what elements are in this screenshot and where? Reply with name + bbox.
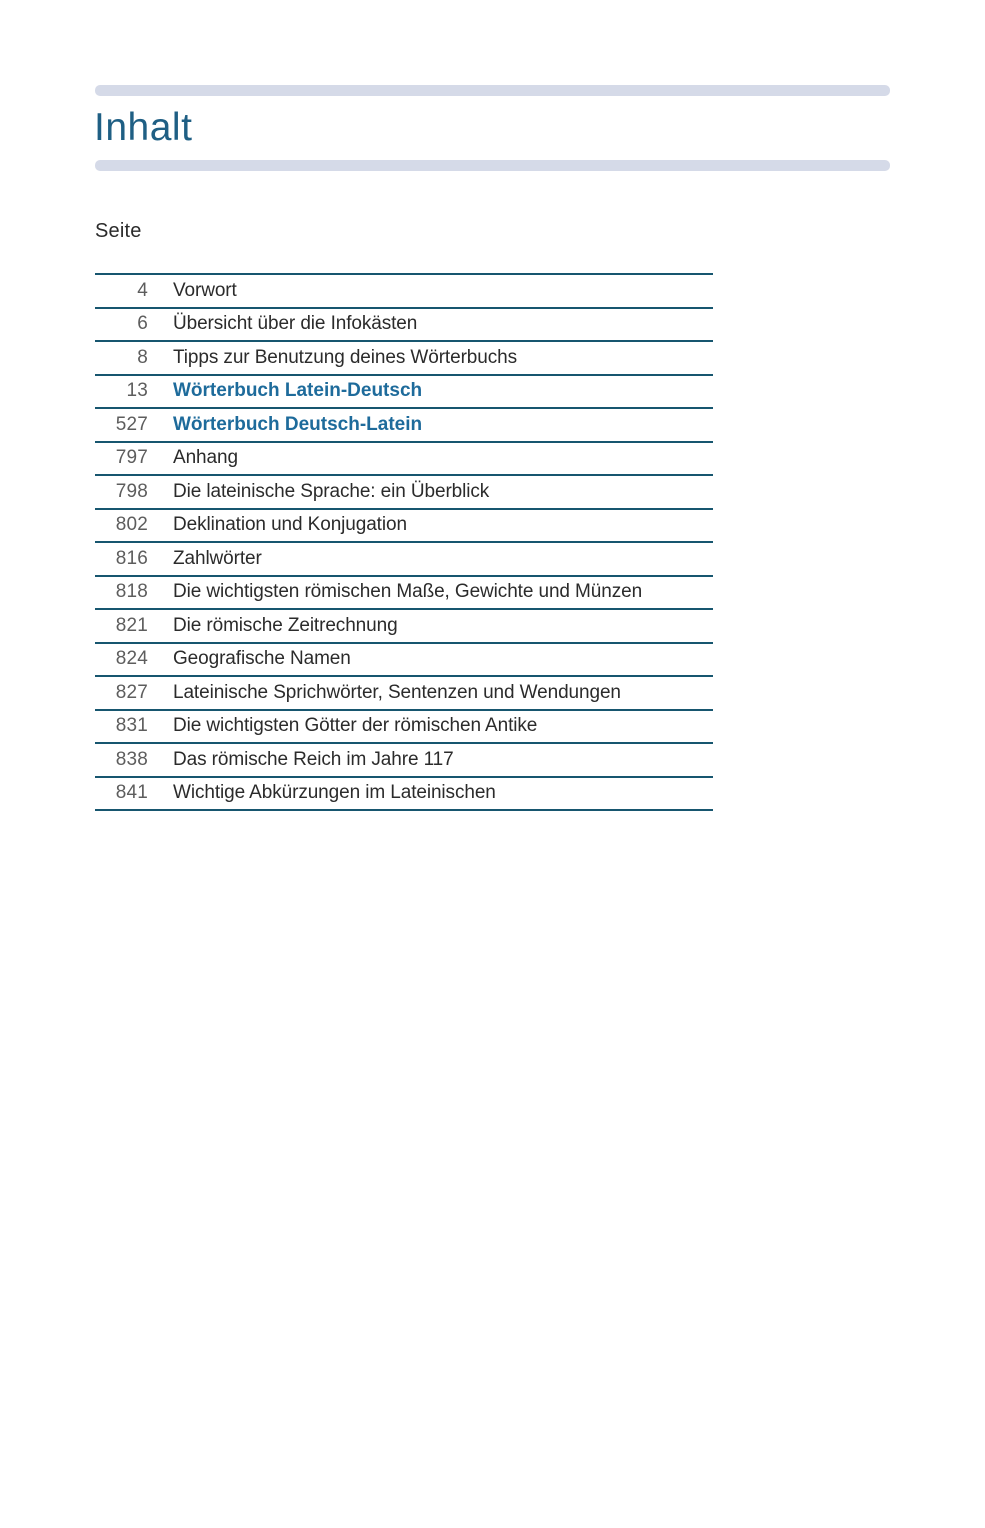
toc-page-number: 818: [115, 581, 148, 603]
toc-row: 8 Tipps zur Benutzung deines Wörterbuchs: [95, 340, 713, 374]
toc-page-number: 838: [115, 748, 148, 770]
toc-row: 824 Geografische Namen: [95, 641, 713, 676]
toc-row: 798 Die lateinische Sprache: ein Überblic…: [95, 474, 713, 508]
toc-entry-label: Die lateinische Sprache: ein Überblick: [173, 480, 490, 502]
toc-row: 821 Die römische Zeitrechnung: [95, 608, 713, 642]
toc-entry-label: Zahlwörter: [173, 547, 262, 569]
toc-entry-label: Deklination und Konjugation: [173, 514, 407, 536]
toc-entry-label: Anhang: [173, 447, 238, 469]
toc-entry-label: Die römische Zeitrechnung: [173, 614, 398, 636]
toc-table: 4 Vorwort 6 Übersicht über die Infokästen 8 T…: [95, 273, 713, 811]
toc-row: 831 Die wichtigsten Götter der römischen …: [95, 708, 713, 743]
toc-page-number: 8: [137, 346, 148, 368]
toc-page-number: 13: [126, 380, 148, 402]
toc-page-number: 824: [115, 648, 148, 670]
toc-row: 818 Die wichtigsten römischen Maße, Gewic…: [95, 574, 713, 609]
page-title: Inhalt: [94, 106, 193, 149]
toc-row: 841 Wichtige Abkürzungen im Lateinischen: [95, 775, 713, 810]
toc-page-number: 798: [115, 480, 148, 502]
toc-entry-label: Tipps zur Benutzung deines Wörterbuchs: [173, 346, 518, 368]
toc-row: 816 Zahlwörter: [95, 541, 713, 575]
toc-entry-label: Wichtige Abkürzungen im Lateinischen: [173, 782, 496, 804]
top-divider-bar: [95, 85, 890, 96]
toc-row: 13 Wörterbuch Latein-Deutsch: [95, 373, 713, 408]
toc-entry-label: Die wichtigsten Götter der römischen Ant…: [173, 715, 538, 737]
toc-entry-label: Das römische Reich im Jahre 117: [173, 748, 454, 770]
toc-entry-label: Lateinische Sprichwörter, Sentenzen und …: [173, 681, 621, 703]
toc-row: 6 Übersicht über die Infokästen: [95, 306, 713, 341]
toc-page-number: 4: [137, 279, 148, 301]
toc-page-number: 797: [115, 447, 148, 469]
toc-page-number: 802: [115, 514, 148, 536]
toc-row: 797 Anhang: [95, 440, 713, 475]
toc-row: 527 Wörterbuch Deutsch-Latein: [95, 407, 713, 441]
toc-page-number: 831: [115, 715, 148, 737]
toc-entry-label: Wörterbuch Latein-Deutsch: [173, 380, 423, 402]
toc-entry-label: Vorwort: [173, 279, 237, 301]
toc-entry-label: Die wichtigsten römischen Maße, Gewichte…: [173, 581, 643, 603]
toc-row: 827 Lateinische Sprichwörter, Sentenzen u…: [95, 675, 713, 709]
toc-entry-label: Übersicht über die Infokästen: [173, 313, 418, 335]
toc-row: 4 Vorwort: [95, 273, 713, 307]
toc-page-number: 827: [115, 681, 148, 703]
toc-page-number: 527: [115, 413, 148, 435]
toc-page-number: 841: [115, 782, 148, 804]
title-divider-bar: [95, 160, 890, 171]
toc-row: 838 Das römische Reich im Jahre 117: [95, 742, 713, 776]
toc-entry-label: Geografische Namen: [173, 648, 351, 670]
toc-entry-label: Wörterbuch Deutsch-Latein: [173, 413, 423, 435]
toc-page-number: 6: [137, 313, 148, 335]
toc-row: 802 Deklination und Konjugation: [95, 507, 713, 542]
toc-page-number: 821: [115, 614, 148, 636]
toc-page-number: 816: [115, 547, 148, 569]
page-column-header: Seite: [95, 220, 142, 242]
